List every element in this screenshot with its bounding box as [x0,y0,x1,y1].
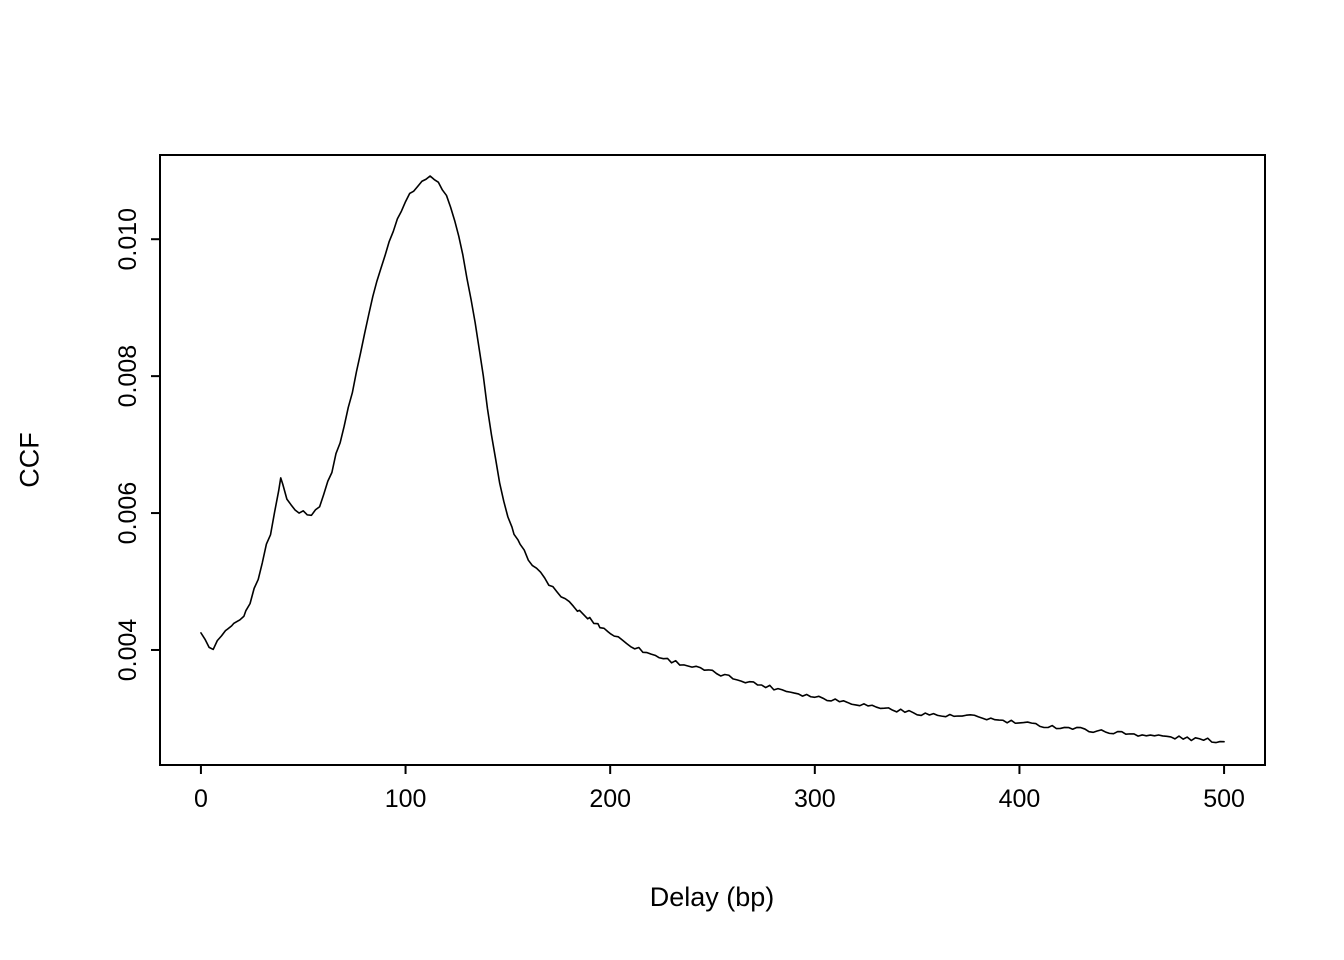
x-axis-label: Delay (bp) [649,882,775,912]
x-tick-label: 400 [999,785,1041,813]
plot-box [159,154,1266,766]
y-axis-label: CCF [14,432,45,488]
ccf-line-series [200,175,1225,744]
y-tick-label: 0.010 [114,208,142,271]
y-tick-label: 0.008 [114,345,142,408]
x-tick-label: 0 [194,785,208,813]
x-tick-label: 300 [794,785,836,813]
y-tick-label: 0.006 [114,482,142,545]
x-tick-label: 100 [385,785,427,813]
y-tick-label: 0.004 [114,619,142,682]
x-tick-label: 500 [1203,785,1245,813]
x-tick-label: 200 [589,785,631,813]
